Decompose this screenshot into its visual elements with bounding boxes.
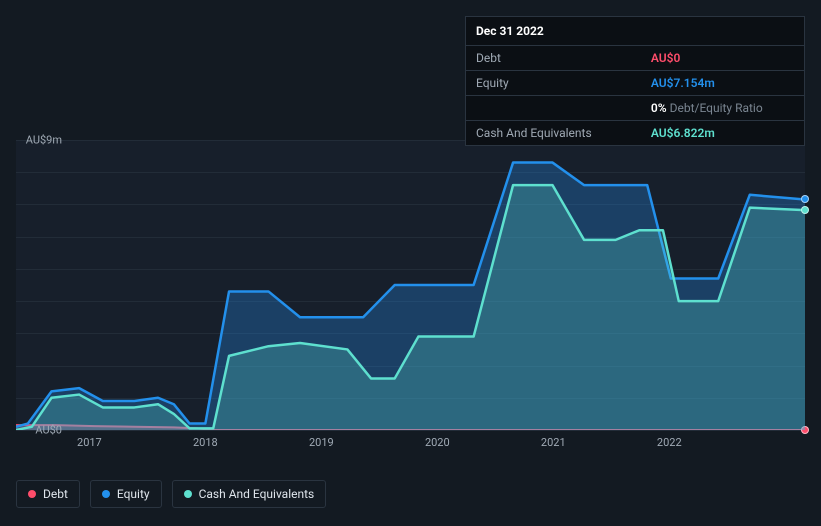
- tooltip-row-value: 0% Debt/Equity Ratio: [651, 101, 794, 115]
- x-axis-label: 2019: [309, 436, 334, 449]
- x-axis-labels: 2017 2018 2019 2020 2021 2022: [16, 436, 805, 452]
- tooltip-row-value: AU$6.822m: [651, 126, 794, 140]
- y-axis-label: AU$0: [35, 424, 62, 437]
- tooltip-row-label: Debt: [476, 51, 651, 65]
- legend-item-label: Debt: [43, 487, 68, 501]
- tooltip-row-label: Cash And Equivalents: [476, 126, 651, 140]
- tooltip-row: DebtAU$0: [466, 46, 804, 71]
- legend-item-label: Cash And Equivalents: [199, 487, 315, 501]
- tooltip-rows: DebtAU$0EquityAU$7.154m0% Debt/Equity Ra…: [466, 46, 804, 145]
- y-axis-label: AU$9m: [26, 134, 62, 147]
- series-end-marker-cash: [801, 206, 809, 214]
- legend-item-label: Equity: [117, 487, 150, 501]
- tooltip-title: Dec 31 2022: [466, 17, 804, 46]
- legend-item-cash[interactable]: Cash And Equivalents: [172, 480, 327, 508]
- legend-item-debt[interactable]: Debt: [16, 480, 80, 508]
- legend-item-equity[interactable]: Equity: [90, 480, 162, 508]
- legend-dot-icon: [28, 490, 36, 498]
- chart-plot-area[interactable]: [16, 140, 805, 430]
- tooltip-row-value: AU$0: [651, 51, 794, 65]
- tooltip-row: 0% Debt/Equity Ratio: [466, 96, 804, 121]
- x-axis-label: 2018: [193, 436, 218, 449]
- legend-dot-icon: [184, 490, 192, 498]
- series-cash: [16, 140, 805, 430]
- grid-line: [16, 430, 805, 431]
- legend-dot-icon: [102, 490, 110, 498]
- x-axis-label: 2020: [425, 436, 450, 449]
- tooltip-row-value: AU$7.154m: [651, 76, 794, 90]
- tooltip-row-label: Equity: [476, 76, 651, 90]
- x-axis-label: 2021: [541, 436, 566, 449]
- tooltip-row-label: [476, 101, 651, 115]
- x-axis-label: 2017: [77, 436, 102, 449]
- tooltip-row: EquityAU$7.154m: [466, 71, 804, 96]
- tooltip-row: Cash And EquivalentsAU$6.822m: [466, 121, 804, 145]
- chart: 2017 2018 2019 2020 2021 2022 AU$9m AU$0: [16, 124, 805, 464]
- x-axis-label: 2022: [657, 436, 682, 449]
- chart-tooltip: Dec 31 2022 DebtAU$0EquityAU$7.154m0% De…: [465, 16, 805, 146]
- chart-legend: Debt Equity Cash And Equivalents: [16, 480, 326, 508]
